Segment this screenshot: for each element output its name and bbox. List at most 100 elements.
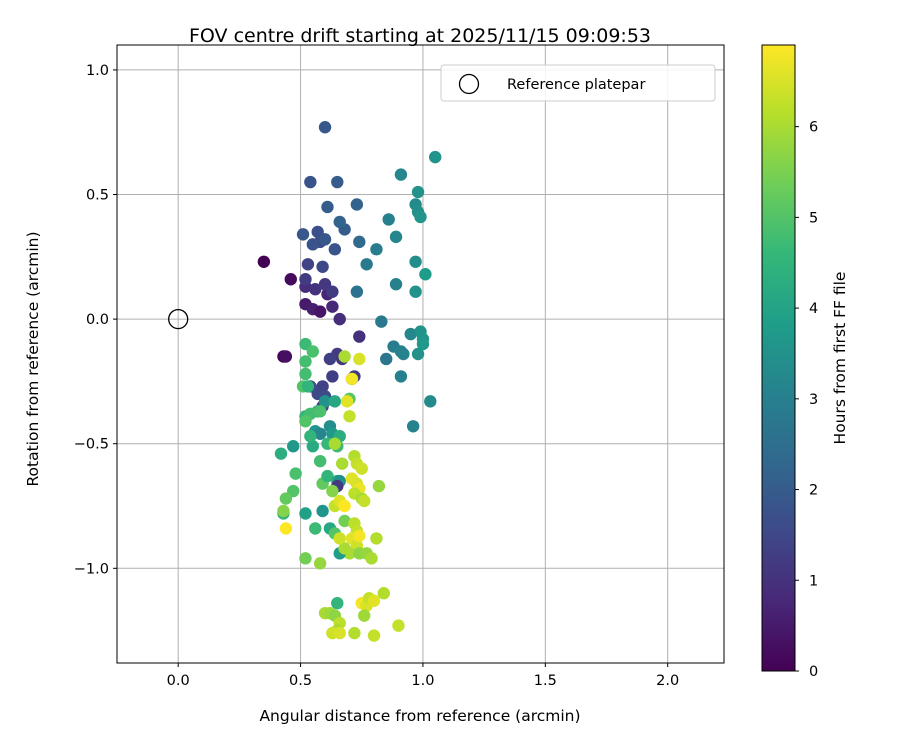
data-point <box>313 557 327 570</box>
data-point <box>326 300 339 313</box>
data-point <box>350 285 364 298</box>
data-point <box>345 372 359 386</box>
colorbar-tick-label: 5 <box>809 210 818 226</box>
data-point <box>375 315 388 328</box>
data-point <box>416 337 430 351</box>
data-point <box>309 283 322 296</box>
data-point <box>326 285 339 298</box>
data-point <box>409 255 422 268</box>
data-point <box>318 395 332 408</box>
data-point <box>343 410 356 423</box>
data-point <box>360 258 373 271</box>
y-tick-label: 1.0 <box>86 63 109 79</box>
data-point <box>338 514 351 528</box>
data-point <box>358 494 371 508</box>
x-tick-label: 1.0 <box>411 673 434 689</box>
data-point <box>409 285 422 298</box>
data-point <box>370 532 383 545</box>
data-point <box>304 175 317 189</box>
data-point <box>333 312 346 326</box>
data-points <box>168 121 442 642</box>
data-point <box>306 238 320 251</box>
data-point <box>338 499 351 513</box>
x-tick-label: 1.5 <box>534 673 557 689</box>
data-point <box>299 552 312 565</box>
data-point <box>333 532 346 545</box>
data-point <box>424 395 437 408</box>
data-point <box>404 327 417 341</box>
x-tick-label: 0.0 <box>167 673 190 689</box>
data-point <box>389 278 403 291</box>
legend-box <box>440 64 716 102</box>
data-point <box>301 258 315 271</box>
data-point <box>318 233 332 246</box>
colorbar-label: Hours from first FF file <box>831 272 849 445</box>
data-point <box>326 484 339 498</box>
data-point <box>397 347 410 361</box>
data-point <box>353 330 366 343</box>
plot-frame <box>116 44 725 664</box>
data-point <box>328 437 342 450</box>
colorbar-tick-label: 4 <box>809 301 818 317</box>
data-point <box>313 454 327 468</box>
y-tick-label: 0.5 <box>86 188 109 204</box>
data-point <box>313 427 327 440</box>
reference-platepar-marker <box>168 308 189 330</box>
data-point <box>318 121 332 134</box>
data-point <box>394 370 408 383</box>
data-point <box>358 609 371 622</box>
data-point <box>353 529 366 543</box>
data-point <box>428 150 442 164</box>
y-tick-label: −0.5 <box>74 437 109 453</box>
data-point <box>377 587 390 600</box>
data-point <box>316 260 329 273</box>
data-point <box>326 370 339 383</box>
data-point <box>331 596 344 610</box>
data-point <box>313 405 327 418</box>
data-point <box>367 629 381 642</box>
chart-title: FOV centre drift starting at 2025/11/15 … <box>189 25 651 47</box>
data-point <box>392 619 405 632</box>
data-point <box>382 213 395 226</box>
legend: Reference platepar <box>440 64 716 102</box>
data-point <box>338 350 351 363</box>
data-point <box>414 210 427 224</box>
data-point <box>287 440 300 453</box>
data-point <box>419 268 432 281</box>
data-point <box>411 347 425 361</box>
data-point <box>365 552 378 565</box>
data-point <box>370 243 383 256</box>
data-point <box>333 215 346 229</box>
y-axis-label: Rotation from reference (arcmin) <box>24 231 42 486</box>
data-point <box>296 228 310 241</box>
data-point <box>355 462 368 475</box>
data-point <box>321 200 334 214</box>
colorbar-ticks: 0 1 2 3 4 5 6 <box>795 120 818 680</box>
y-tick-label: −1.0 <box>74 561 109 577</box>
data-point <box>394 168 408 181</box>
data-point <box>389 230 403 244</box>
y-tick-label: 0.0 <box>86 312 109 328</box>
data-point <box>284 273 297 286</box>
data-point <box>279 522 293 535</box>
data-point <box>289 467 302 480</box>
data-point <box>304 430 317 443</box>
data-point <box>299 355 312 368</box>
colorbar-tick-label: 2 <box>809 483 818 499</box>
data-point <box>301 380 315 393</box>
data-point <box>338 542 351 555</box>
data-point <box>411 185 425 199</box>
data-point <box>279 350 293 363</box>
x-axis-ticks: 0.0 0.5 1.0 1.5 2.0 <box>167 663 679 689</box>
data-point <box>372 479 386 493</box>
data-point <box>353 235 366 249</box>
data-point <box>277 504 290 518</box>
data-point <box>274 447 288 460</box>
data-point <box>333 626 346 640</box>
data-point <box>380 352 393 366</box>
data-point <box>279 492 293 505</box>
data-point <box>316 504 329 518</box>
colorbar-fill <box>761 44 796 672</box>
x-axis-label: Angular distance from reference (arcmin) <box>259 707 580 725</box>
colorbar-tick-label: 6 <box>809 120 818 136</box>
